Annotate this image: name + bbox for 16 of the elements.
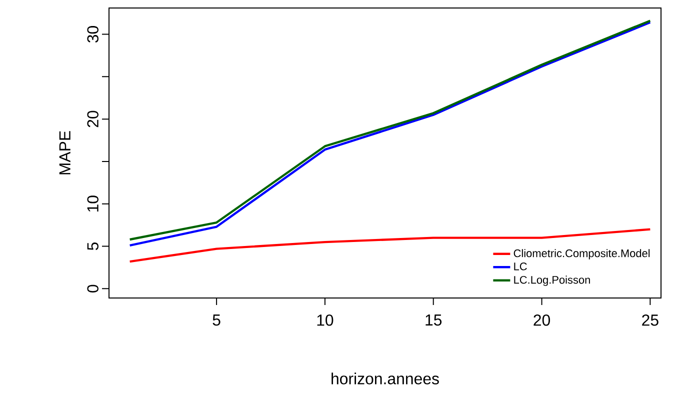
y-tick-label: 30 — [87, 26, 98, 43]
x-tick-label: 25 — [642, 314, 658, 326]
legend-label: LC — [514, 262, 527, 270]
x-tick-label: 5 — [212, 314, 220, 326]
y-tick-label: 20 — [87, 110, 98, 128]
y-axis-title: MAPE — [59, 131, 70, 174]
x-tick-label: 10 — [317, 314, 334, 326]
x-axis-title: horizon.annees — [332, 372, 439, 384]
x-tick-label: 15 — [426, 314, 442, 326]
legend-label: LC.Log.Poisson — [514, 276, 590, 286]
x-tick-label: 20 — [534, 314, 550, 326]
y-tick-label: 5 — [87, 242, 98, 250]
y-tick-label: 10 — [87, 196, 98, 212]
y-tick-label: 0 — [87, 284, 98, 292]
line-series — [128, 228, 652, 263]
legend-label: Cliometric.Composite.Model — [514, 249, 650, 260]
